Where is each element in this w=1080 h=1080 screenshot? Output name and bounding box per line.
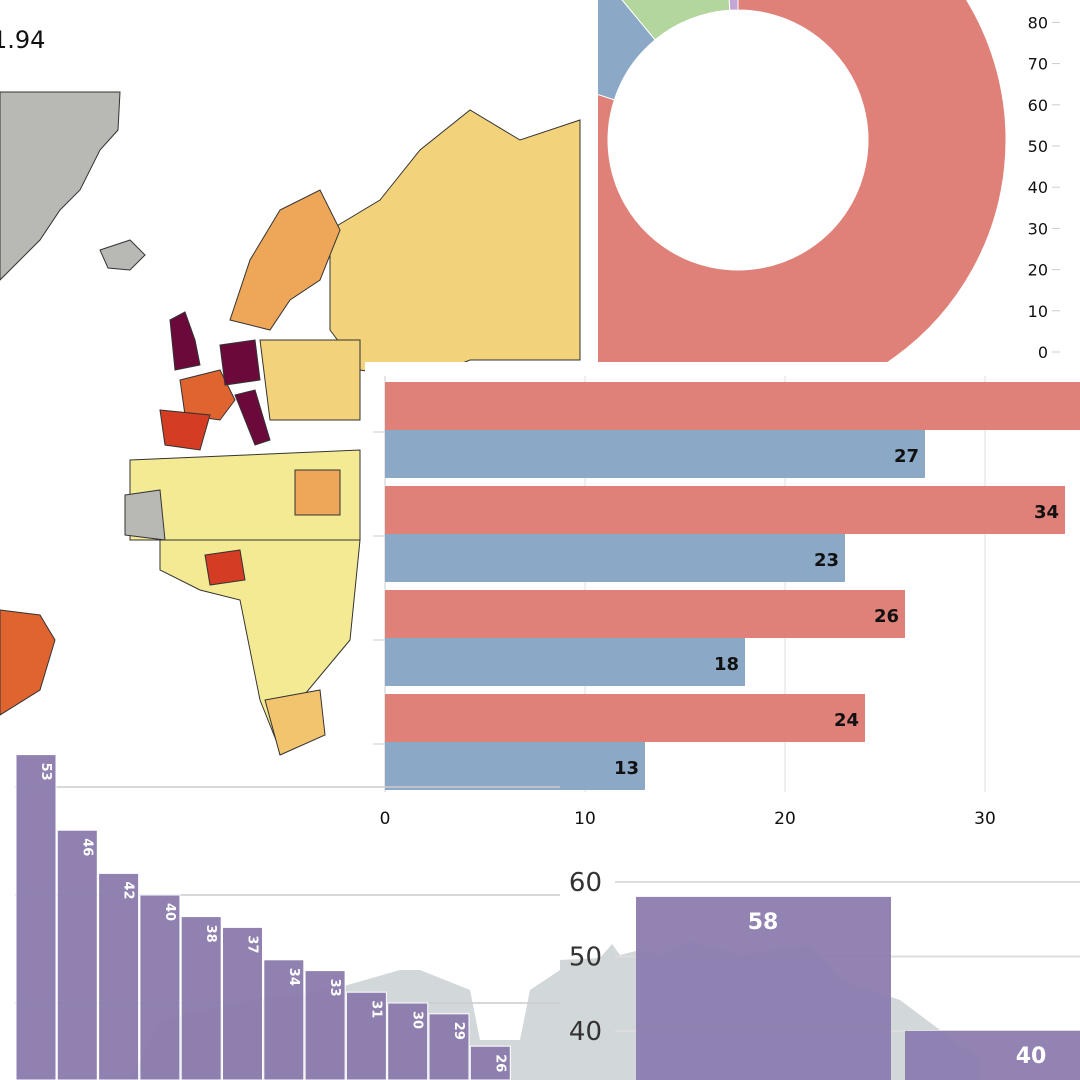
hbar-bar-red: [385, 590, 905, 638]
vbar-bar: [180, 916, 222, 1080]
hbar-bar-label: 26: [874, 606, 899, 627]
italy: [234, 389, 271, 446]
hbar-bar-red: [385, 694, 865, 742]
vbar-bar: [98, 872, 140, 1080]
eastern-europe: [259, 339, 361, 421]
donut-slice-purple: [728, 0, 739, 11]
egypt: [294, 469, 341, 516]
hbar-bar-label: 23: [814, 550, 839, 571]
central-africa: [159, 539, 361, 752]
vbar2-y-tick-label: 60: [569, 868, 602, 898]
hbar-x-tick-label: 20: [774, 809, 796, 829]
donut-axis-tick-label: 20: [1028, 261, 1048, 280]
donut-chart: 0 10 20 30 40 50 60 70 80: [598, 0, 1080, 362]
nigeria: [204, 549, 246, 586]
vbar-bar-label: 37: [245, 935, 260, 953]
germany: [219, 339, 261, 386]
vbar-bar: [469, 1045, 511, 1080]
vbar-bar-label: 53: [38, 763, 53, 781]
vbar-bar-label: 40: [162, 903, 177, 921]
vbar2-bar: [636, 896, 891, 1080]
donut-axis-tick-label: 60: [1028, 96, 1048, 115]
brazil: [0, 609, 56, 716]
vbar-bar: [15, 754, 57, 1080]
hbar-bar-label: 27: [894, 446, 919, 467]
donut-axis-tick-label: 10: [1028, 302, 1048, 321]
donut-axis-tick-label: 40: [1028, 178, 1048, 197]
vbar-bar-label: 33: [327, 979, 342, 997]
west-sahara: [124, 489, 166, 541]
hbar-bar-blue: [385, 638, 745, 686]
vbar-bar-label: 26: [492, 1054, 507, 1072]
hbar-bar-label: 18: [714, 654, 739, 675]
vbar-bar: [304, 970, 346, 1080]
hbar-bar-red: [385, 382, 1080, 430]
donut-axis-tick-label: 80: [1028, 13, 1048, 32]
vbar-bar: [387, 1002, 429, 1080]
vbar-bar-label: 42: [121, 881, 136, 899]
hbar-x-tick-label: 30: [974, 809, 996, 829]
donut-slice-blue: [598, 0, 656, 101]
vbar-bar: [139, 894, 181, 1080]
vbar-bar: [56, 829, 98, 1080]
hbar-bar-blue: [385, 430, 925, 478]
vbar-bar-label: 34: [286, 968, 301, 986]
hbar-bar-blue: [385, 742, 645, 790]
horizontal-bar-chart: 0 10 20 30 27 34 23 26 18 24 13: [365, 362, 1080, 832]
france: [179, 369, 236, 421]
spain: [159, 409, 211, 451]
hbar-bar-red: [385, 486, 1065, 534]
hbar-x-tick-label: 10: [574, 809, 596, 829]
donut-slice-red: [598, 0, 1007, 362]
vbar-bar-label: 30: [410, 1011, 425, 1029]
vbar2-y-tick-label: 40: [569, 1017, 602, 1047]
vbar-bar: [345, 991, 387, 1080]
hbar-bar-label: 13: [614, 758, 639, 779]
donut-axis-tick-label: 0: [1038, 343, 1048, 362]
donut-axis-tick-label: 70: [1028, 55, 1048, 74]
vbar2-bar-label: 58: [748, 910, 779, 935]
vbar-bar-label: 31: [368, 1000, 383, 1018]
vertical-bar-chart: 53 46 42 40 38 37 34 33 31 30 29 26: [15, 754, 560, 1080]
vbar2-bar-label: 40: [1016, 1044, 1047, 1069]
vbar-bar: [263, 959, 305, 1080]
greenland: [0, 91, 121, 281]
scandinavia: [229, 189, 341, 331]
hbar-bar-label: 24: [834, 710, 859, 731]
vbar2-y-tick-label: 50: [569, 943, 602, 973]
donut-slice-green: [621, 0, 731, 41]
vbar-bar-label: 46: [79, 838, 94, 856]
south-africa: [264, 689, 326, 756]
donut-axis-tick-label: 50: [1028, 137, 1048, 156]
hbar-bar-blue: [385, 534, 845, 582]
vertical-bar-chart-2: 60 50 40 58 40: [560, 868, 1080, 1080]
vbar-bar-label: 38: [203, 925, 218, 943]
uk: [169, 311, 201, 371]
hbar-x-tick-label: 0: [380, 809, 391, 829]
russia: [329, 109, 581, 381]
donut-axis-tick-label: 30: [1028, 219, 1048, 238]
choropleth-map: [0, 91, 581, 756]
vbar-bar: [222, 926, 263, 1080]
vbar-bar-label: 29: [451, 1022, 466, 1040]
vbar2-bar: [905, 1031, 1080, 1080]
iceland: [99, 239, 146, 271]
map-value-label: 1.94: [0, 26, 46, 54]
axis-bg: [1018, 0, 1080, 362]
hbar-bar-label: 34: [1034, 502, 1059, 523]
